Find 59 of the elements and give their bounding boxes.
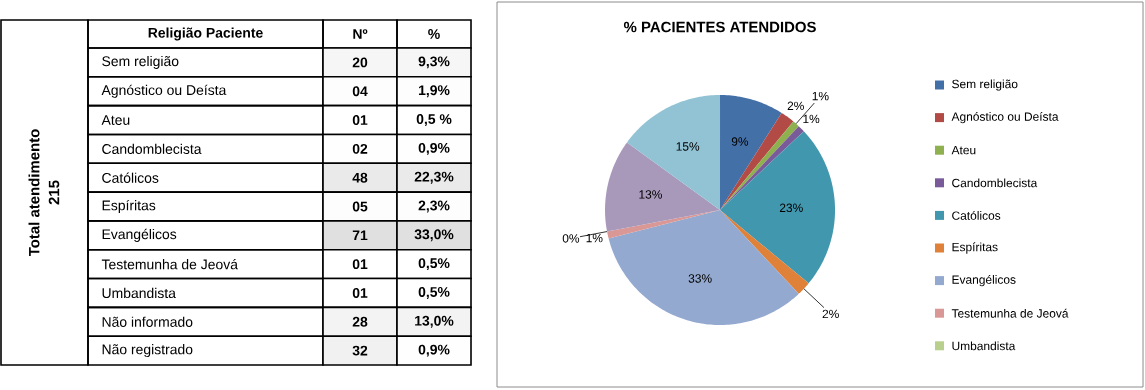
- data-label: 33%: [688, 274, 712, 283]
- data-label: 33,0%: [414, 229, 454, 242]
- y-axis-title: Total atendimento: [28, 129, 40, 257]
- legend-label: Ateu: [951, 146, 976, 155]
- data-label: 01: [352, 259, 368, 270]
- data-label: 1%: [586, 233, 603, 243]
- data-label: 71: [352, 230, 368, 241]
- x-tick-label: Nº: [353, 29, 368, 39]
- text: Religião Paciente: [148, 27, 263, 41]
- legend-label: Espíritas: [952, 242, 998, 254]
- y-tick-label: Umbandista: [102, 287, 176, 299]
- data-label: 01: [352, 288, 368, 298]
- legend-label: Candomblecista: [952, 178, 1038, 188]
- y-tick-label: Espíritas: [102, 199, 156, 214]
- data-label: 04: [352, 86, 368, 97]
- y-tick-label: Ateu: [101, 115, 130, 125]
- data-label: 2,3%: [418, 200, 450, 213]
- y-tick-label: Não registrado: [102, 344, 193, 358]
- y-tick-label: Agnóstico ou Deísta: [101, 84, 227, 98]
- y-tick-label: Candomblecista: [102, 143, 202, 154]
- data-label: 0,5%: [418, 258, 450, 271]
- y-tick-label: Evangélicos: [102, 228, 177, 242]
- data-label: 15%: [676, 142, 700, 151]
- y-tick-label: Testemunha de Jeová: [101, 258, 238, 270]
- legend-label: Agnóstico ou Deísta: [951, 111, 1059, 124]
- data-label: 9%: [731, 137, 749, 146]
- data-label: 0,9%: [418, 142, 450, 155]
- text: 0%: [562, 234, 580, 243]
- data-label: 0,9%: [418, 344, 450, 357]
- data-label: 23%: [779, 203, 803, 212]
- y-tick-label: Católicos: [102, 172, 159, 183]
- data-label: 32: [352, 345, 368, 356]
- data-label: 0,5 %: [416, 114, 452, 126]
- data-label: 48: [352, 172, 368, 183]
- data-label: 02: [352, 143, 368, 154]
- x-tick-label: %: [428, 29, 440, 39]
- data-label: 22,3%: [414, 171, 454, 184]
- data-label: 9,3%: [418, 56, 450, 69]
- legend-label: Umbandista: [952, 341, 1016, 351]
- data-label: 2%: [822, 309, 839, 319]
- legend-label: Evangélicos: [952, 274, 1016, 287]
- data-label: 13,0%: [415, 315, 454, 328]
- data-label: 0,5%: [418, 287, 450, 299]
- data-label: 2%: [787, 101, 804, 110]
- y-tick-label: Sem religião: [102, 55, 179, 69]
- data-label: 01: [352, 115, 368, 125]
- legend-label: Testemunha de Jeová: [951, 308, 1069, 318]
- chart-title: % PACIENTES ATENDIDOS: [623, 21, 816, 33]
- data-label: 20: [352, 57, 368, 68]
- legend-label: Católicos: [952, 210, 1001, 220]
- data-label: 1%: [803, 114, 820, 124]
- data-label: 13%: [639, 190, 662, 199]
- text: 215: [48, 180, 60, 205]
- data-label: 05: [352, 201, 368, 212]
- data-label: 1%: [812, 91, 829, 101]
- y-tick-label: Não informado: [102, 316, 193, 327]
- legend-label: Sem religião: [952, 79, 1018, 91]
- data-label: 28: [352, 316, 368, 327]
- data-label: 1,9%: [418, 85, 450, 98]
